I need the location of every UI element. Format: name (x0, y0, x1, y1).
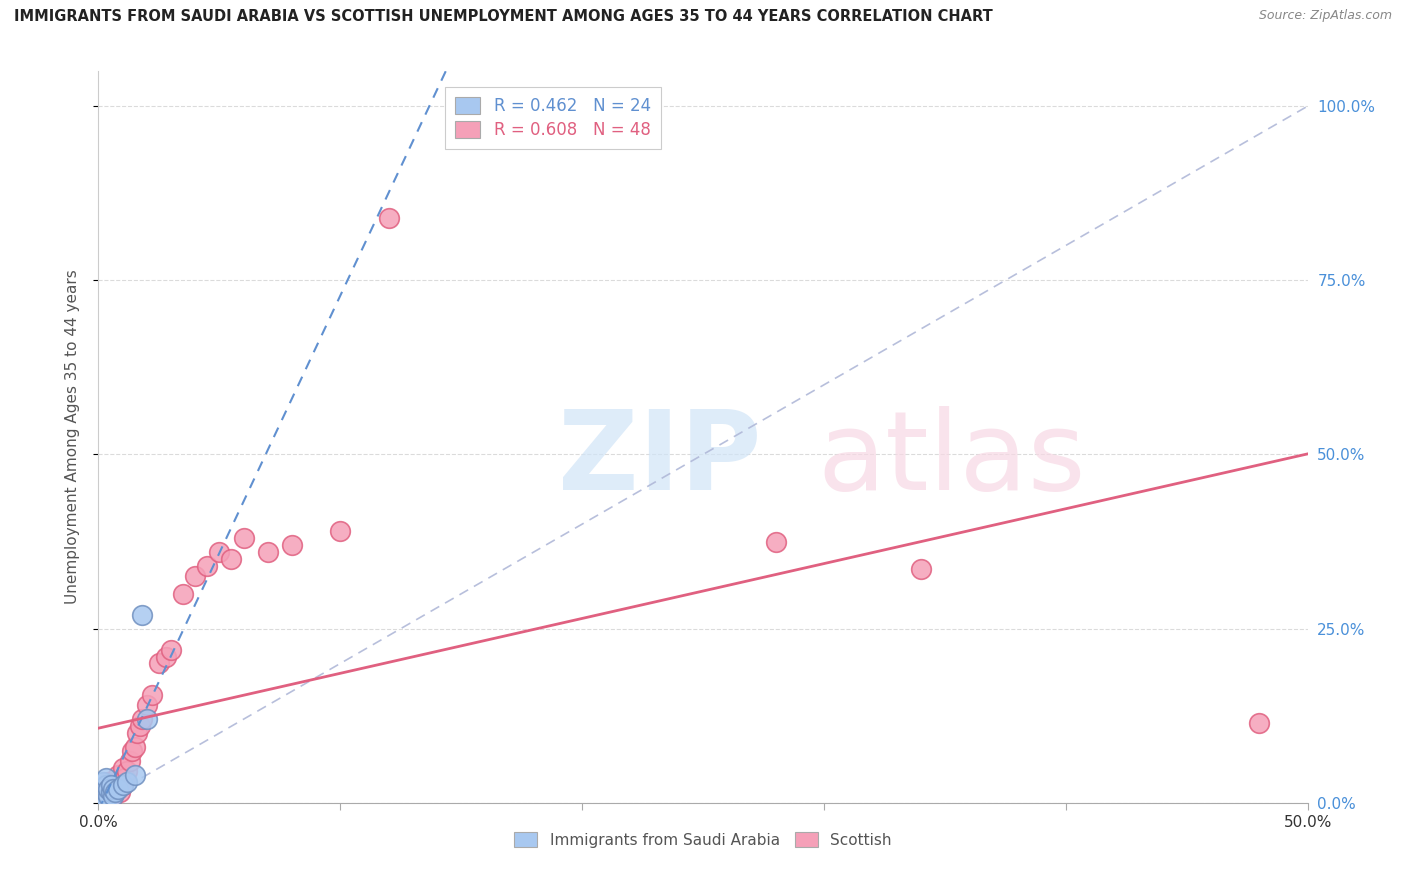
Point (100, 778, 122, 792)
Text: ZIP: ZIP (558, 406, 761, 513)
Point (94, 778, 117, 792)
Point (97, 781, 120, 796)
Point (184, 569, 207, 583)
Point (94, 792, 117, 806)
Point (195, 558, 218, 573)
Point (90, 781, 112, 796)
Point (141, 688, 163, 702)
Point (221, 552, 243, 566)
Point (97, 781, 120, 796)
Point (377, 211, 399, 225)
Point (108, 785, 131, 799)
Point (172, 587, 194, 601)
Point (101, 781, 124, 796)
Point (117, 775, 139, 789)
Point (91, 785, 114, 799)
Point (329, 524, 352, 538)
Point (97, 789, 120, 803)
Point (90, 792, 112, 806)
Point (94, 785, 117, 799)
Point (128, 719, 150, 733)
Text: Source: ZipAtlas.com: Source: ZipAtlas.com (1258, 9, 1392, 22)
Point (91, 789, 114, 803)
Point (124, 740, 146, 755)
Point (910, 562, 932, 576)
Point (90, 785, 112, 799)
Point (111, 761, 134, 775)
Point (101, 789, 124, 803)
Point (160, 642, 183, 657)
Point (97, 775, 120, 789)
Point (91, 781, 114, 796)
Point (94, 772, 117, 786)
Point (104, 785, 127, 799)
Point (135, 712, 157, 726)
Y-axis label: Unemployment Among Ages 35 to 44 years: Unemployment Among Ages 35 to 44 years (65, 269, 80, 605)
Point (131, 607, 153, 622)
Point (127, 726, 149, 740)
Point (107, 768, 129, 782)
Point (256, 545, 278, 559)
Point (111, 778, 134, 792)
Point (124, 768, 146, 782)
Point (135, 698, 157, 713)
Point (104, 775, 127, 789)
Point (765, 534, 787, 549)
Point (114, 772, 136, 786)
Point (90, 789, 112, 803)
Point (155, 649, 177, 664)
Point (91, 775, 114, 789)
Point (94, 778, 117, 792)
Point (121, 743, 143, 757)
Text: IMMIGRANTS FROM SAUDI ARABIA VS SCOTTISH UNEMPLOYMENT AMONG AGES 35 TO 44 YEARS : IMMIGRANTS FROM SAUDI ARABIA VS SCOTTISH… (14, 9, 993, 24)
Point (94, 785, 117, 799)
Point (208, 545, 231, 559)
Point (94, 792, 117, 806)
Point (107, 781, 129, 796)
Point (104, 785, 127, 799)
Text: atlas: atlas (818, 406, 1087, 513)
Point (91, 792, 114, 806)
Point (148, 657, 170, 671)
Point (100, 785, 122, 799)
Legend: Immigrants from Saudi Arabia, Scottish: Immigrants from Saudi Arabia, Scottish (509, 825, 897, 854)
Point (131, 712, 153, 726)
Point (111, 778, 134, 792)
Point (118, 754, 141, 768)
Point (100, 792, 122, 806)
Point (97, 789, 120, 803)
Point (232, 531, 254, 545)
Point (90, 789, 112, 803)
Point (281, 538, 304, 552)
Point (1249, 715, 1271, 730)
Point (90, 792, 112, 806)
Point (107, 781, 129, 796)
Point (117, 764, 139, 779)
Point (101, 778, 124, 792)
Point (91, 792, 114, 806)
Point (101, 789, 124, 803)
Point (100, 785, 122, 799)
